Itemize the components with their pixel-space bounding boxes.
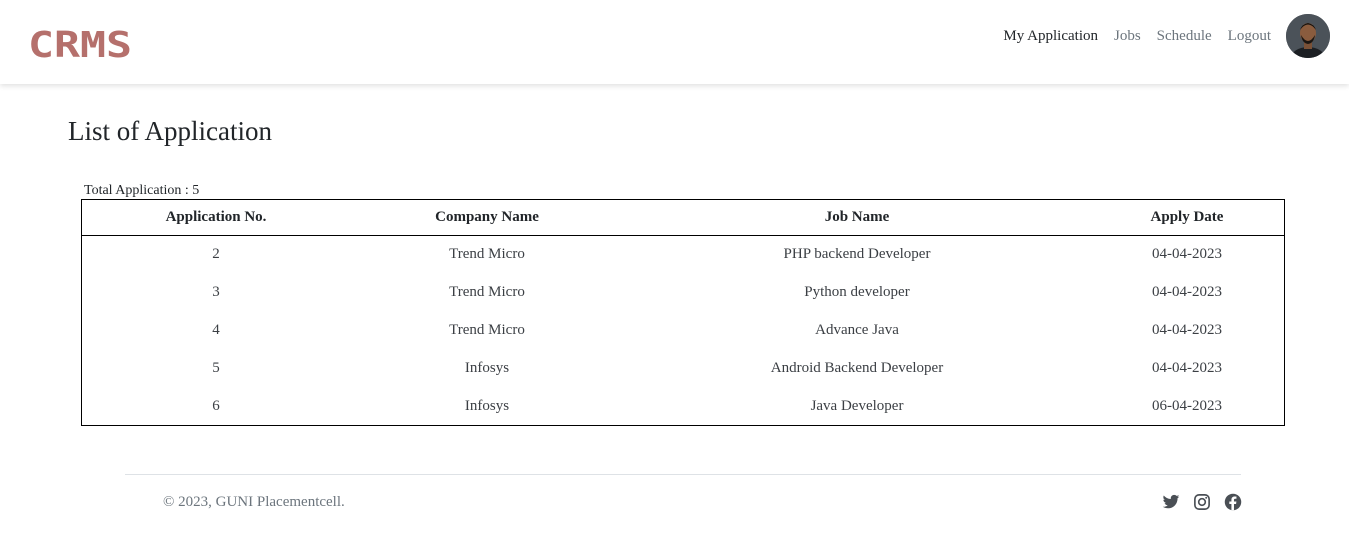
nav-jobs[interactable]: Jobs — [1113, 27, 1141, 44]
cell-company-name: Infosys — [464, 397, 510, 414]
instagram-icon[interactable] — [1193, 493, 1211, 511]
cell-job-name: Advance Java — [815, 321, 899, 338]
user-avatar-icon — [1286, 14, 1330, 58]
logo-text: CRMS — [28, 28, 132, 60]
column-header-company-name: Company Name — [350, 200, 624, 236]
cell-application-no: 4 — [212, 321, 220, 338]
cell-job-name: Android Backend Developer — [770, 359, 944, 376]
cell-apply-date: 04-04-2023 — [1152, 359, 1222, 376]
cell-job-name: PHP backend Developer — [783, 245, 931, 262]
applications-table: Application No. Company Name Job Name Ap… — [82, 200, 1284, 425]
table-row: 4 Trend Micro Advance Java 04-04-2023 — [82, 311, 1284, 349]
cell-apply-date: 06-04-2023 — [1152, 397, 1222, 414]
cell-job-name: Python developer — [804, 283, 910, 300]
avatar[interactable] — [1286, 14, 1330, 58]
crms-logo[interactable]: CRMS — [28, 28, 134, 60]
cell-application-no: 3 — [212, 283, 220, 300]
nav-schedule[interactable]: Schedule — [1156, 27, 1212, 44]
navbar: CRMS My Application Jobs Schedule Logout — [0, 0, 1349, 84]
cell-apply-date: 04-04-2023 — [1152, 245, 1222, 262]
applications-table-wrapper: Application No. Company Name Job Name Ap… — [81, 199, 1285, 426]
column-header-job-name: Job Name — [624, 200, 1090, 236]
cell-company-name: Infosys — [464, 359, 510, 376]
table-row: 3 Trend Micro Python developer 04-04-202… — [82, 273, 1284, 311]
footer-divider — [125, 474, 1241, 475]
twitter-icon[interactable] — [1162, 493, 1180, 511]
table-row: 2 Trend Micro PHP backend Developer 04-0… — [82, 235, 1284, 273]
cell-application-no: 6 — [212, 397, 220, 414]
cell-apply-date: 04-04-2023 — [1152, 321, 1222, 338]
total-application-count: Total Application : 5 — [84, 183, 200, 198]
cell-apply-date: 04-04-2023 — [1152, 283, 1222, 300]
facebook-icon[interactable] — [1224, 493, 1242, 511]
cell-company-name: Trend Micro — [449, 283, 525, 300]
cell-application-no: 5 — [212, 359, 220, 376]
column-header-apply-date: Apply Date — [1090, 200, 1284, 236]
table-row: 6 Infosys Java Developer 06-04-2023 — [82, 387, 1284, 425]
cell-company-name: Trend Micro — [449, 245, 525, 262]
page-title: List of Application — [68, 116, 272, 146]
footer-copyright: © 2023, GUNI Placementcell. — [163, 494, 345, 510]
nav-logout[interactable]: Logout — [1227, 27, 1271, 44]
column-header-application-no: Application No. — [82, 200, 350, 236]
cell-application-no: 2 — [212, 245, 220, 262]
table-row: 5 Infosys Android Backend Developer 04-0… — [82, 349, 1284, 387]
cell-company-name: Trend Micro — [449, 321, 525, 338]
table-header-row: Application No. Company Name Job Name Ap… — [82, 200, 1284, 236]
cell-job-name: Java Developer — [810, 397, 904, 414]
nav-links: My Application Jobs Schedule Logout — [1003, 26, 1271, 46]
nav-my-application[interactable]: My Application — [1003, 27, 1098, 44]
